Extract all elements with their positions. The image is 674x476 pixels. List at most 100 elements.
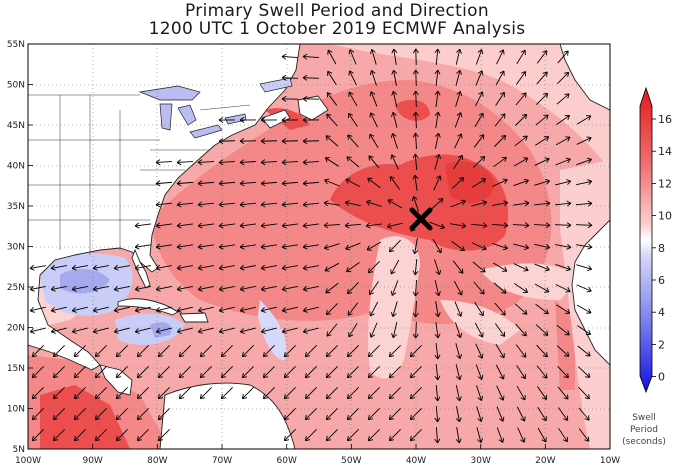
swell-arrow (198, 244, 214, 248)
swell-arrow (476, 427, 482, 443)
swell-arrowhead (136, 435, 143, 442)
swell-arrowhead (455, 396, 462, 402)
colorbar-caption-line3: (seconds) (622, 437, 666, 447)
swell-arrow (575, 224, 593, 226)
swell-arrowhead (327, 49, 333, 55)
swell-arrow (473, 281, 485, 295)
swell-arrowhead (50, 285, 56, 292)
swell-arrowhead (136, 414, 143, 421)
political-borders (28, 94, 251, 255)
swell-arrowhead (409, 435, 416, 442)
swell-arrowhead (388, 351, 395, 358)
swell-arrowhead (368, 155, 374, 161)
swell-arrow (475, 49, 483, 65)
swell-arrow (116, 408, 128, 420)
swell-arrowhead (178, 393, 185, 400)
swell-arrowhead (456, 332, 463, 338)
swell-arrow (95, 387, 107, 399)
swell-arrow (415, 69, 417, 87)
swell-arrowhead (176, 307, 182, 313)
swell-arrow (576, 158, 592, 166)
swell-arrowhead (565, 287, 571, 293)
swell-arrowhead (563, 373, 569, 379)
swell-arrow (158, 387, 170, 399)
swell-arrowhead (456, 354, 463, 360)
swell-arrow (200, 366, 212, 378)
swell-arrowhead (478, 310, 484, 317)
lon-label: 50W (341, 456, 361, 466)
swell-arrow (495, 364, 505, 380)
swell-arrow (471, 242, 487, 250)
swell-arrowhead (367, 177, 373, 183)
swell-arrow (512, 224, 530, 226)
swell-arrowhead (115, 414, 122, 421)
swell-arrow (577, 325, 591, 335)
swell-arrowhead (412, 132, 419, 138)
swell-arrowhead (348, 332, 354, 338)
swell-arrow (455, 364, 461, 380)
swell-arrow (284, 429, 296, 441)
swell-arrow (221, 345, 233, 357)
swell-arrowhead (344, 200, 350, 206)
swell-arrowhead (477, 438, 483, 444)
swell-arrow (158, 408, 170, 420)
swell-arrow (454, 133, 462, 149)
swell-arrow (345, 201, 361, 207)
swell-arrowhead (586, 136, 592, 142)
swell-arrow (455, 322, 461, 338)
swell-arrowhead (434, 354, 441, 360)
swell-arrow (555, 264, 571, 270)
swell-arrowhead (302, 307, 308, 313)
swell-arrowhead (390, 269, 396, 275)
swell-arrow (515, 344, 527, 358)
swell-arrow (240, 223, 256, 227)
swell-arrowhead (113, 328, 119, 334)
swell-arrowhead (412, 249, 419, 255)
swell-arrowhead (260, 222, 266, 229)
swell-arrow (219, 285, 235, 291)
swell-arrow (370, 91, 378, 107)
swell-arrowhead (199, 351, 206, 358)
swell-arrow (302, 161, 320, 163)
swell-arrowhead (71, 328, 77, 334)
swell-arrow (32, 366, 44, 378)
swell-arrow (435, 48, 439, 66)
swell-arrow (415, 321, 417, 339)
lon-label: 10W (600, 456, 620, 466)
swell-arrow (344, 223, 362, 227)
swell-arrow (302, 77, 320, 79)
swell-arrow (74, 387, 86, 399)
swell-arrowhead (499, 395, 505, 401)
swell-arrowhead (436, 175, 442, 181)
swell-arrow (557, 50, 569, 64)
swell-arrowhead (477, 70, 484, 76)
swell-arrowhead (197, 264, 203, 271)
swell-arrowhead (477, 49, 484, 55)
swell-arrow (261, 244, 277, 248)
swell-arrow (260, 181, 278, 185)
swell-arrowhead (562, 436, 568, 443)
swell-arrow (556, 304, 570, 314)
swell-arrow (72, 327, 88, 333)
swell-arrow (302, 202, 320, 206)
swell-arrowhead (412, 153, 419, 159)
swell-arrowhead (460, 199, 466, 206)
colorbar-tick-label: 14 (658, 145, 672, 158)
lat-label: 40N (7, 162, 25, 172)
swell-arrow (282, 285, 298, 291)
colorbar-tick-label: 0 (658, 371, 665, 384)
swell-arrowhead (281, 180, 287, 187)
swell-arrowhead (325, 309, 332, 316)
swell-arrowhead (502, 244, 508, 251)
swell-arrowhead (367, 351, 374, 358)
swell-arrow (200, 387, 212, 399)
swell-arrowhead (113, 307, 119, 313)
swell-arrow (493, 282, 507, 294)
swell-arrow (371, 49, 377, 65)
swell-arrowhead (524, 244, 530, 250)
swell-arrowhead (302, 243, 308, 250)
swell-arrowhead (346, 393, 353, 400)
swell-arrowhead (157, 351, 164, 358)
swell-arrowhead (367, 414, 374, 421)
swell-arrow (576, 264, 592, 270)
